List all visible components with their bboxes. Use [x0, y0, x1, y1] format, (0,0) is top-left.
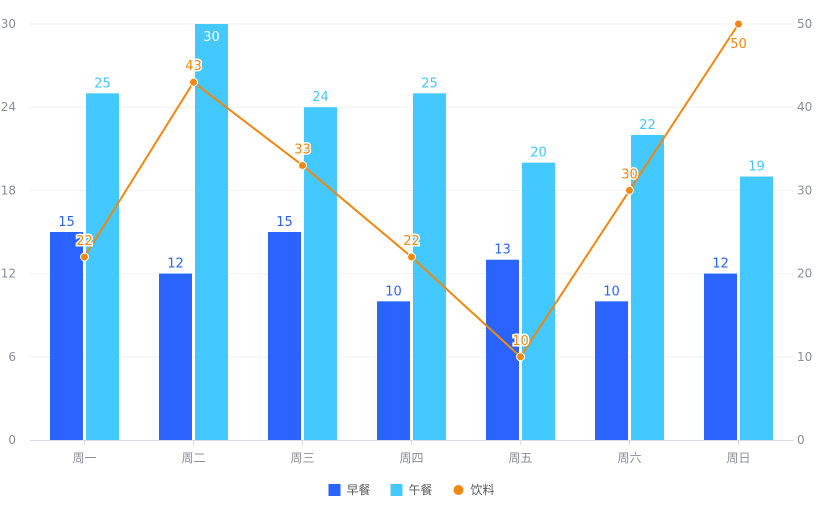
- data-label-drink: 22: [76, 234, 93, 249]
- point-drink[interactable]: [516, 352, 525, 362]
- y-left-tick-label: 6: [8, 350, 16, 364]
- data-label-breakfast: 10: [603, 284, 620, 299]
- bar-breakfast[interactable]: [268, 232, 301, 440]
- data-label-lunch: 25: [421, 76, 438, 91]
- y-axis-left: 0 6 12 18 24 30: [1, 17, 16, 447]
- legend-marker-square: [390, 484, 403, 496]
- data-label-drink: 43: [185, 59, 202, 74]
- x-axis: 周一 周二 周三 周四 周五 周六 周日: [30, 440, 793, 465]
- point-drink[interactable]: [407, 252, 416, 262]
- x-tick-label: 周二: [181, 451, 205, 465]
- data-label-drink: 10: [512, 334, 529, 349]
- data-label-breakfast: 15: [276, 215, 293, 230]
- legend-marker-square: [328, 484, 341, 496]
- data-label-drink: 22: [403, 234, 420, 249]
- legend-label: 午餐: [409, 482, 433, 497]
- data-labels: 15 25 12 30 15 24 10 25 13 20 10 22 12 19 22 43 33 22 10 30…: [58, 30, 765, 350]
- data-label-breakfast: 12: [167, 257, 184, 272]
- y-right-tick-label: 0: [797, 433, 805, 447]
- y-right-tick-label: 50: [797, 17, 812, 31]
- data-label-lunch: 19: [748, 160, 765, 175]
- legend-item-drink[interactable]: 饮料: [453, 483, 495, 497]
- y-right-tick-label: 40: [797, 100, 812, 114]
- bar-breakfast[interactable]: [595, 301, 628, 440]
- y-left-tick-label: 12: [1, 267, 16, 281]
- y-left-tick-label: 0: [8, 433, 16, 447]
- point-drink[interactable]: [298, 160, 307, 170]
- point-drink[interactable]: [80, 252, 89, 262]
- y-left-tick-label: 30: [1, 17, 16, 31]
- legend-label: 早餐: [347, 482, 371, 497]
- bar-breakfast[interactable]: [704, 273, 737, 440]
- y-left-tick-label: 24: [1, 100, 16, 114]
- data-label-breakfast: 15: [58, 215, 75, 230]
- legend[interactable]: 早餐 午餐 饮料: [328, 482, 495, 497]
- data-label-lunch: 24: [312, 90, 329, 105]
- y-left-tick-label: 18: [1, 183, 16, 197]
- data-label-lunch: 20: [530, 146, 547, 161]
- point-drink[interactable]: [189, 77, 198, 87]
- data-label-breakfast: 12: [712, 257, 729, 272]
- bar-breakfast[interactable]: [377, 301, 410, 440]
- legend-label: 饮料: [471, 483, 495, 497]
- x-tick-label: 周六: [617, 451, 641, 465]
- x-tick-label: 周日: [726, 451, 750, 465]
- data-label-lunch: 30: [203, 30, 220, 45]
- bar-breakfast[interactable]: [159, 273, 192, 440]
- bar-breakfast[interactable]: [50, 232, 83, 440]
- bar-lunch[interactable]: [631, 134, 664, 440]
- y-right-tick-label: 30: [797, 183, 812, 197]
- bar-lunch[interactable]: [413, 93, 446, 440]
- legend-item-lunch[interactable]: 午餐: [390, 482, 433, 497]
- data-label-lunch: 22: [639, 118, 656, 133]
- bar-lunch[interactable]: [304, 107, 337, 440]
- x-tick-label: 周三: [290, 451, 314, 465]
- data-label-lunch: 25: [94, 76, 111, 91]
- y-axis-right: 0 10 20 30 40 50: [797, 17, 812, 447]
- data-label-drink: 33: [294, 142, 311, 157]
- y-right-tick-label: 10: [797, 350, 812, 364]
- bar-lunch[interactable]: [195, 24, 228, 440]
- drink-line: [80, 19, 743, 362]
- bar-lunch[interactable]: [522, 162, 555, 440]
- data-label-drink: 50: [730, 37, 747, 52]
- x-tick-label: 周四: [399, 451, 423, 465]
- x-tick-label: 周五: [508, 451, 532, 465]
- data-label-drink: 30: [621, 167, 638, 182]
- y-right-tick-label: 20: [797, 267, 812, 281]
- data-label-breakfast: 13: [494, 243, 511, 258]
- x-tick-label: 周一: [72, 451, 96, 465]
- bars: [50, 24, 773, 441]
- gridlines: [30, 23, 793, 358]
- data-label-breakfast: 10: [385, 284, 402, 299]
- point-drink[interactable]: [625, 185, 634, 195]
- bar-lunch[interactable]: [86, 93, 119, 440]
- legend-marker-circle: [453, 485, 464, 495]
- legend-item-breakfast[interactable]: 早餐: [328, 482, 371, 497]
- point-drink[interactable]: [734, 19, 743, 29]
- bar-lunch[interactable]: [740, 176, 773, 441]
